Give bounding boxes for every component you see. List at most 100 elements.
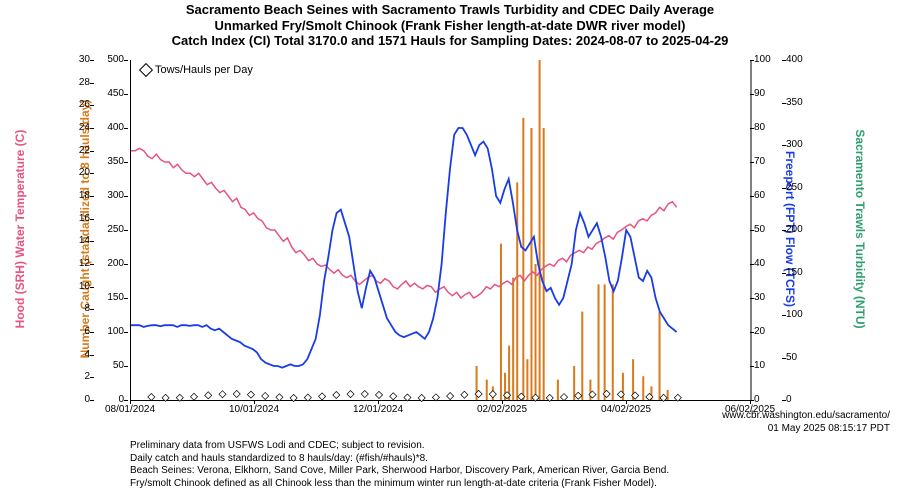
tows-marker: [560, 394, 567, 401]
footer-timestamp: 01 May 2025 08:15:17 PDT: [722, 423, 890, 436]
catch-bar: [512, 278, 514, 400]
tick-label: 350: [786, 97, 814, 108]
tick-label: 100: [786, 309, 814, 320]
tick-label: 250: [96, 224, 124, 235]
tick-label: 150: [786, 267, 814, 278]
tick-label: 200: [786, 224, 814, 235]
tows-marker: [489, 391, 496, 398]
tows-marker: [304, 394, 311, 401]
tows-marker: [390, 393, 397, 400]
tows-marker: [546, 394, 553, 401]
tows-marker: [333, 391, 340, 398]
tows-marker: [674, 394, 681, 401]
tick-label: 8: [62, 303, 90, 314]
tows-marker: [532, 394, 539, 401]
tick-label: 80: [754, 122, 782, 133]
tows-marker: [162, 394, 169, 401]
tows-marker: [404, 394, 411, 401]
catch-bar: [526, 359, 528, 400]
tows-marker: [205, 392, 212, 399]
tows-marker: [418, 394, 425, 401]
tick-label: 50: [754, 224, 782, 235]
tick-label: 500: [96, 54, 124, 65]
footer-line-2: Daily catch and hauls standardized to 8 …: [130, 453, 669, 466]
tick-label: 90: [754, 88, 782, 99]
tick-label: 300: [96, 190, 124, 201]
series-line: [131, 128, 677, 368]
footer-url: www.cbr.washington.edu/sacramento/: [722, 410, 890, 423]
tows-marker: [447, 393, 454, 400]
catch-axis-label: Number Caught (standardized to 8 hauls/d…: [78, 99, 92, 359]
catch-bar: [539, 60, 541, 400]
tows-marker: [219, 391, 226, 398]
catch-bar: [557, 380, 559, 400]
x-tick-label: 08/01/2024: [95, 404, 165, 415]
plot-area: Tows/Hauls per Day: [130, 60, 751, 401]
tows-marker: [319, 393, 326, 400]
tows-marker: [262, 392, 269, 399]
tows-marker: [461, 391, 468, 398]
tick-label: 50: [786, 352, 814, 363]
tick-label: 0: [62, 394, 90, 405]
tick-label: 70: [754, 156, 782, 167]
catch-bar: [508, 346, 510, 400]
tick-label: 26: [62, 99, 90, 110]
legend-tows-label: Tows/Hauls per Day: [155, 64, 253, 76]
catch-bar: [598, 284, 600, 400]
temp-axis-label: Hood (SRH) Water Temperature (C): [13, 129, 27, 329]
catch-bar: [604, 284, 606, 400]
chart-container: Sacramento Beach Seines with Sacramento …: [0, 0, 900, 500]
x-tick-label: 10/01/2024: [219, 404, 289, 415]
catch-bar: [516, 182, 518, 400]
catch-bar: [522, 118, 524, 400]
tick-label: 30: [754, 292, 782, 303]
tows-marker: [432, 394, 439, 401]
catch-bar: [543, 128, 545, 400]
data-lines-svg: [131, 60, 751, 400]
tick-label: 12: [62, 258, 90, 269]
tick-label: 60: [754, 190, 782, 201]
x-tick-label: 04/02/2025: [591, 404, 661, 415]
series-line: [131, 148, 677, 298]
tick-label: 28: [62, 77, 90, 88]
catch-bar: [642, 376, 644, 400]
title-line-1: Sacramento Beach Seines with Sacramento …: [0, 2, 900, 18]
tick-label: 22: [62, 145, 90, 156]
catch-bar: [659, 312, 661, 400]
legend-tows: Tows/Hauls per Day: [141, 64, 253, 76]
catch-bar: [612, 284, 614, 400]
tick-label: 24: [62, 122, 90, 133]
turbidity-axis-label: Sacramento Trawls Turbidity (NTU): [853, 99, 867, 359]
footer-line-1: Preliminary data from USFWS Lodi and CDE…: [130, 440, 669, 453]
chart-title: Sacramento Beach Seines with Sacramento …: [0, 2, 900, 49]
tick-label: 14: [62, 235, 90, 246]
footer-line-4: Fry/smolt Chinook defined as all Chinook…: [130, 478, 669, 491]
x-tick-label: 12/01/2024: [343, 404, 413, 415]
catch-bar: [581, 312, 583, 400]
footer-notes: Preliminary data from USFWS Lodi and CDE…: [130, 440, 669, 490]
catch-bar: [535, 264, 537, 400]
tick-label: 4: [62, 349, 90, 360]
tick-label: 50: [96, 360, 124, 371]
catch-bar: [573, 366, 575, 400]
tick-label: 400: [786, 54, 814, 65]
tick-label: 200: [96, 258, 124, 269]
tick-label: 18: [62, 190, 90, 201]
tick-label: 16: [62, 213, 90, 224]
tows-marker: [347, 391, 354, 398]
tows-marker: [290, 394, 297, 401]
footer-url-block: www.cbr.washington.edu/sacramento/ 01 Ma…: [722, 410, 890, 435]
tick-label: 150: [96, 292, 124, 303]
tick-label: 100: [754, 54, 782, 65]
tows-marker: [233, 390, 240, 397]
tick-label: 2: [62, 371, 90, 382]
tows-marker: [361, 390, 368, 397]
tick-label: 0: [786, 394, 814, 405]
catch-bar: [530, 128, 532, 400]
tick-label: 10: [754, 360, 782, 371]
tick-label: 10: [62, 281, 90, 292]
tick-label: 40: [754, 258, 782, 269]
tows-marker: [575, 392, 582, 399]
tick-label: 300: [786, 139, 814, 150]
footer-line-3: Beach Seines: Verona, Elkhorn, Sand Cove…: [130, 465, 669, 478]
